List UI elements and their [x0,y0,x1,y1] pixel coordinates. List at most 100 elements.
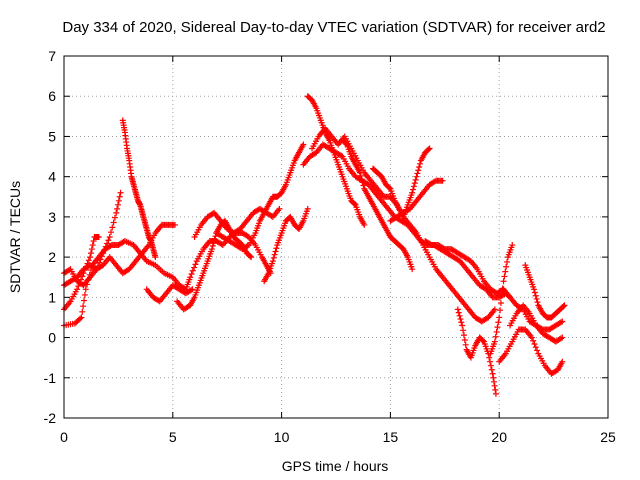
data-point [77,315,84,322]
data-point [489,370,496,377]
data-point [530,337,537,344]
data-point [84,260,91,267]
data-point [492,390,499,397]
data-point [495,319,502,326]
data-point [497,307,504,314]
data-point [85,257,92,264]
plot-frame [63,55,609,419]
data-point [416,164,423,171]
data-point [459,322,466,329]
data-point [415,167,422,174]
data-point [412,176,419,183]
data-point [425,146,432,153]
data-point [83,263,90,270]
data-point [104,240,111,247]
data-point [409,266,416,273]
data-point [97,256,104,263]
data-point [504,258,511,265]
data-point [269,258,276,265]
data-point [100,250,107,257]
series-track-21 [507,302,566,345]
data-point [480,337,487,344]
data-point [155,297,162,304]
series-track-18 [454,306,499,397]
series-track-6 [143,282,196,305]
data-point [431,178,438,185]
y-tick-label: 6 [48,88,56,104]
data-point [211,236,218,243]
data-point [561,302,568,309]
data-point [272,248,279,255]
data-point [487,362,494,369]
series-track-9 [213,141,307,253]
data-point [76,279,83,286]
data-point [109,224,116,231]
data-point [74,286,81,293]
y-tick-label: 0 [48,330,56,346]
data-point [89,242,96,249]
x-tick-label: 15 [383,429,399,445]
data-point [498,292,505,299]
data-point [386,184,393,191]
data-point [81,297,88,304]
data-point [359,179,366,186]
y-tick-label: 4 [48,169,56,185]
data-point [414,170,421,177]
data-point [81,266,88,273]
data-point [114,201,121,208]
data-point [460,332,467,339]
data-point [532,344,539,351]
data-point [93,266,100,273]
data-point [503,263,510,270]
data-point [490,378,497,385]
series-track-12 [304,93,368,228]
data-point [557,335,564,342]
data-point [361,221,368,228]
data-point [502,268,509,275]
data-point [456,312,463,319]
data-point [440,245,447,252]
data-point [248,254,255,261]
data-point [208,246,215,253]
data-point [271,251,278,258]
data-point [497,299,504,306]
data-point [343,140,350,147]
data-point [455,309,462,316]
data-point [457,316,464,323]
series-track-22 [522,262,568,321]
data-point [95,234,102,240]
data-point [496,314,503,321]
data-point [413,173,420,180]
data-point [534,299,541,306]
y-axis-label: SDTVAR / TECUs [7,181,23,293]
x-tick-label: 10 [274,429,290,445]
series-track-15 [369,145,433,220]
data-point [356,169,363,176]
y-tick-label: -1 [44,370,57,386]
x-tick-label: 5 [169,429,177,445]
y-tick-label: 1 [48,289,56,305]
data-point [273,245,280,252]
data-point [94,262,101,269]
data-point [82,286,89,293]
data-point [75,283,82,290]
data-point [270,254,277,261]
data-point [557,319,564,326]
data-point [559,318,566,325]
data-point [152,254,159,261]
data-point [490,374,497,381]
data-point [494,324,501,331]
data-point [559,358,566,365]
data-point [500,278,507,285]
data-point [105,237,112,244]
data-point [531,286,538,293]
series-track-16 [387,177,446,224]
data-point [102,243,109,250]
data-point [115,197,122,204]
data-point [528,334,535,341]
data-point [191,264,198,271]
data-point [209,210,216,217]
data-point [338,152,345,159]
data-point [189,286,196,293]
